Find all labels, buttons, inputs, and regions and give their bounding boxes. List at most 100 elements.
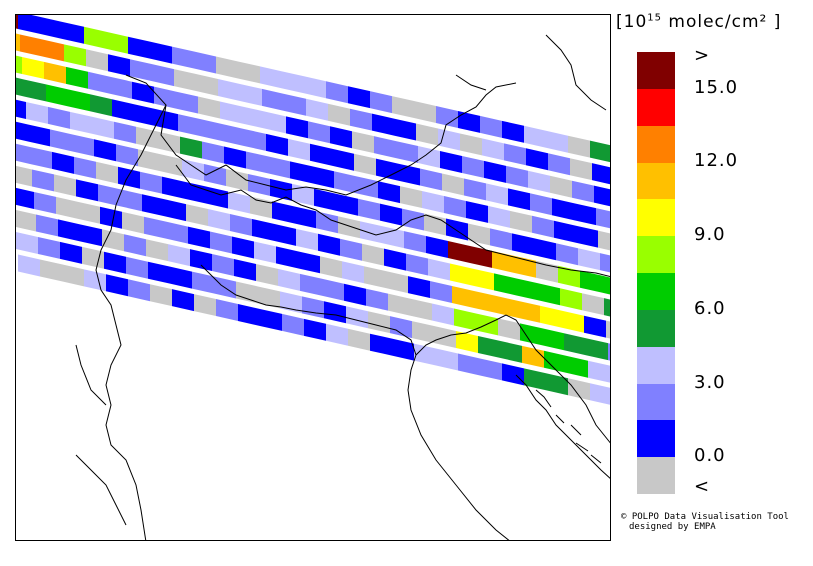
swath-pixel xyxy=(286,116,308,139)
country-border-line xyxy=(415,314,610,444)
column-density-map[interactable] xyxy=(16,15,611,541)
swath-pixel xyxy=(498,318,520,341)
swath-pixel xyxy=(18,15,40,34)
swath-pixel xyxy=(66,66,88,89)
swath-pixel xyxy=(268,156,290,179)
swath-pixel xyxy=(312,166,334,189)
swath-pixel xyxy=(156,109,178,132)
swath-pixel xyxy=(236,281,258,304)
swath-pixel xyxy=(486,183,508,206)
legend-swatch xyxy=(637,88,675,127)
swath-pixel xyxy=(194,294,216,317)
swath-pixel xyxy=(22,56,44,79)
swath-pixel xyxy=(502,363,524,386)
swath-pixel xyxy=(584,315,606,338)
swath-pixel xyxy=(182,159,204,182)
swath-pixel xyxy=(138,149,160,172)
swath-pixel xyxy=(16,209,36,232)
swath-pixel xyxy=(412,321,434,344)
swath-pixel xyxy=(148,261,170,284)
swath-pixel xyxy=(244,128,266,151)
swath-pixel xyxy=(598,230,610,251)
swath-pixel xyxy=(574,203,596,226)
swath-pixel xyxy=(142,194,164,217)
legend-swatch xyxy=(637,236,675,274)
swath-pixel xyxy=(42,39,64,62)
legend-swatch xyxy=(637,420,675,458)
swath-pixel xyxy=(64,44,86,67)
legend-tick-label: 12.0 xyxy=(694,150,739,171)
swath-pixel xyxy=(60,241,82,264)
swath-pixel xyxy=(272,201,294,224)
swath-pixel xyxy=(468,223,490,246)
swath-pixel xyxy=(340,238,362,261)
swath-pixel xyxy=(208,209,230,231)
swath-pixel xyxy=(458,110,480,133)
swath-pixel xyxy=(100,206,122,229)
swath-pixel xyxy=(420,168,442,191)
swath-pixel xyxy=(586,338,608,361)
swath-pixel xyxy=(554,220,576,243)
swath-pixel xyxy=(84,26,106,49)
swath-pixel xyxy=(508,188,530,211)
swath-pixel xyxy=(250,196,272,219)
legend-swatch xyxy=(637,309,675,348)
credit-line: designed by EMPA xyxy=(629,522,716,532)
swath-pixel xyxy=(602,275,610,295)
swath-pixel xyxy=(254,241,276,264)
swath-pixel xyxy=(94,139,116,162)
swath-pixel xyxy=(98,184,120,207)
swath-pixel xyxy=(164,199,186,222)
swath-pixel xyxy=(82,246,104,269)
swath-pixel xyxy=(438,128,460,151)
swath-pixel xyxy=(398,163,420,186)
swath-pixel xyxy=(456,331,478,353)
swath-pixel xyxy=(232,236,254,259)
swath-pixel xyxy=(238,61,260,84)
swath-pixel xyxy=(96,161,118,184)
swath-pixel xyxy=(16,77,24,97)
swath-pixel xyxy=(462,155,484,178)
swath-pixel xyxy=(422,191,444,213)
legend-tick-label: < xyxy=(694,476,711,497)
swath-pixel xyxy=(530,193,552,216)
swath-pixel xyxy=(552,198,574,221)
swath-pixel xyxy=(282,313,304,336)
swath-pixel xyxy=(48,106,70,129)
swath-pixel xyxy=(112,99,134,122)
map-panel[interactable] xyxy=(15,14,611,541)
country-border-line xyxy=(95,104,167,540)
credit-text: © POLPO Data Visualisation Tool designed… xyxy=(621,512,789,532)
swath-pixel xyxy=(374,136,396,159)
swath-pixel xyxy=(80,224,102,247)
swath-pixel xyxy=(526,148,548,171)
swath-pixel xyxy=(16,33,20,52)
swath-pixel xyxy=(470,245,492,268)
swath-pixel xyxy=(188,226,210,249)
swath-pixel xyxy=(72,134,94,157)
legend-tick-label: 9.0 xyxy=(694,224,726,245)
swath-pixel xyxy=(144,216,166,239)
legend-tick-label: > xyxy=(694,45,711,66)
swath-pixel xyxy=(502,120,524,143)
swath-pixel xyxy=(600,253,610,273)
swath-pixel xyxy=(322,278,344,301)
swath-pixel xyxy=(162,176,184,199)
swath-pixel xyxy=(16,165,32,187)
swath-pixel xyxy=(200,119,222,141)
swath-pixel xyxy=(454,308,476,331)
swath-pixel xyxy=(480,115,502,138)
swath-pixel xyxy=(392,338,414,361)
swath-pixel xyxy=(160,154,182,177)
swath-pixel xyxy=(256,263,278,286)
swath-pixel xyxy=(532,215,554,238)
swath-pixel xyxy=(570,158,592,181)
swath-pixel xyxy=(474,290,496,313)
swath-pixel xyxy=(166,221,188,244)
swath-pixel xyxy=(16,15,18,29)
swath-pixel xyxy=(500,340,522,363)
swath-pixel xyxy=(484,160,506,183)
swath-pixel xyxy=(404,231,426,254)
swath-pixel xyxy=(210,231,232,254)
swath-pixel xyxy=(288,138,310,161)
